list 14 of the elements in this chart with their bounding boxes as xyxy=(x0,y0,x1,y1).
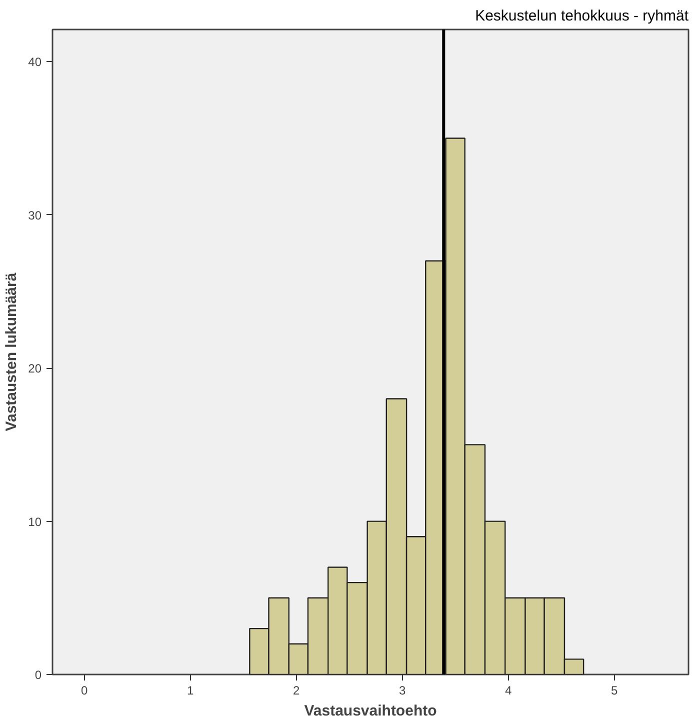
y-tick-label: 10 xyxy=(28,514,42,529)
y-axis-title: Vastausten lukumäärä xyxy=(3,272,20,432)
y-tick-label: 40 xyxy=(28,55,42,70)
x-tick-label: 1 xyxy=(186,684,194,698)
x-axis-title: Vastausvaihtoehto xyxy=(304,702,437,720)
x-tick-label: 3 xyxy=(398,684,406,698)
y-tick-label: 30 xyxy=(28,208,42,222)
x-tick-label: 0 xyxy=(80,684,88,698)
chart-title: Keskustelun tehokkuus - ryhmät xyxy=(475,8,690,24)
y-tick-label: 20 xyxy=(28,362,42,376)
y-tick-label: 0 xyxy=(34,668,42,682)
x-tick-label: 2 xyxy=(292,684,300,698)
x-tick-label: 5 xyxy=(610,684,618,698)
x-tick-label: 4 xyxy=(504,684,512,698)
